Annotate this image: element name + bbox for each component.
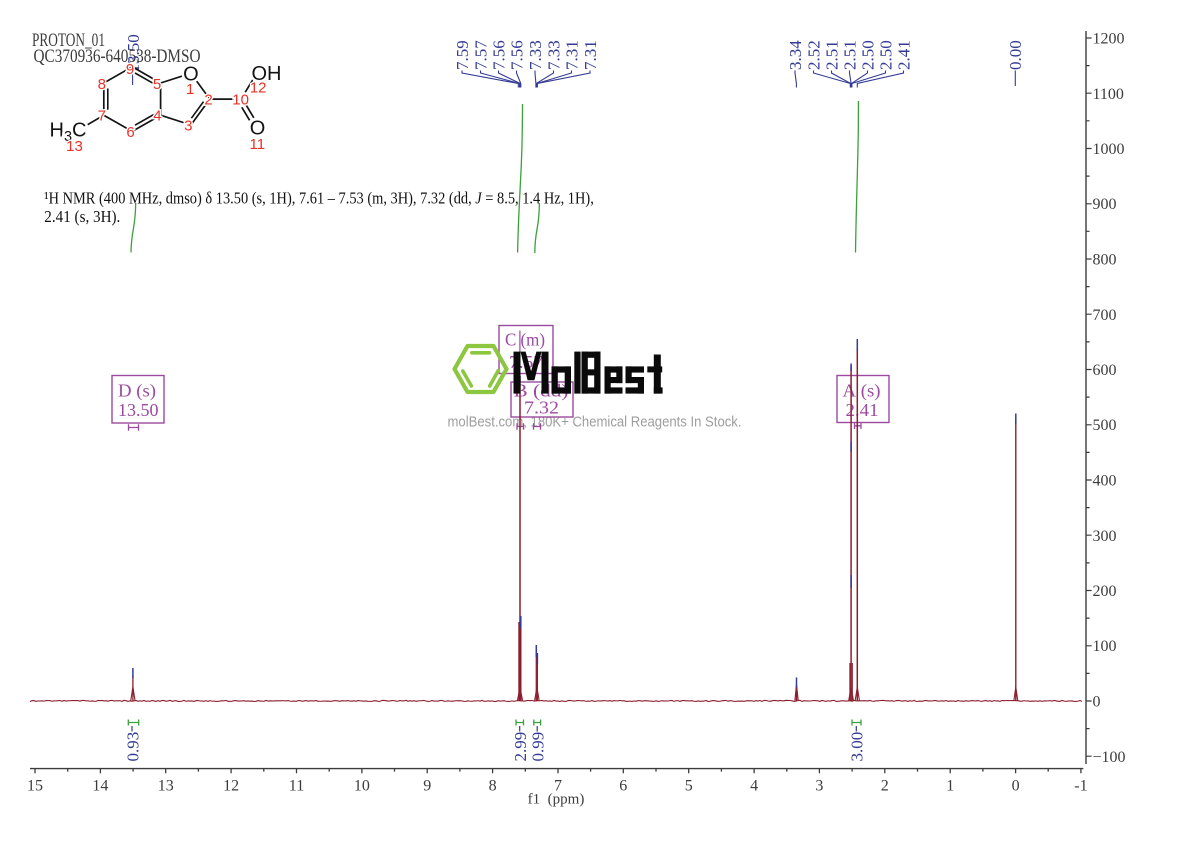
svg-text:2.41 (s, 3H).: 2.41 (s, 3H).	[44, 207, 120, 226]
svg-text:9: 9	[126, 61, 134, 78]
svg-text:1200: 1200	[1093, 31, 1125, 48]
svg-text:2.51: 2.51	[841, 40, 860, 70]
svg-text:7.33: 7.33	[526, 40, 545, 70]
svg-text:2.41: 2.41	[895, 40, 914, 70]
svg-text:3.34: 3.34	[786, 40, 805, 70]
svg-text:11: 11	[250, 136, 266, 153]
svg-text:200: 200	[1093, 583, 1117, 600]
svg-text:7: 7	[98, 108, 106, 125]
svg-text:1100: 1100	[1093, 86, 1124, 103]
svg-text:8: 8	[489, 778, 497, 795]
svg-text:12: 12	[250, 80, 267, 97]
svg-text:f1 (ppm): f1 (ppm)	[528, 792, 585, 808]
svg-text:10: 10	[232, 91, 249, 108]
svg-text:13.50: 13.50	[124, 34, 143, 72]
svg-text:2: 2	[204, 92, 212, 109]
svg-text:C (m): C (m)	[505, 330, 545, 351]
svg-text:2.41: 2.41	[846, 400, 879, 420]
svg-text:0: 0	[1012, 778, 1020, 795]
svg-text:600: 600	[1093, 362, 1117, 379]
svg-text:7.31: 7.31	[563, 40, 582, 70]
svg-text:2.99: 2.99	[511, 732, 530, 762]
svg-text:300: 300	[1093, 528, 1117, 545]
svg-text:5: 5	[153, 76, 161, 93]
svg-text:¹H NMR (400 MHz, dmso) δ 13.50: ¹H NMR (400 MHz, dmso) δ 13.50 (s, 1H), …	[44, 189, 594, 208]
svg-text:14: 14	[92, 778, 108, 795]
svg-text:7.33: 7.33	[545, 40, 564, 70]
svg-text:2.52: 2.52	[805, 40, 824, 70]
svg-text:0.00: 0.00	[1006, 40, 1025, 70]
svg-text:4: 4	[153, 107, 161, 124]
svg-text:7.32: 7.32	[524, 398, 559, 418]
svg-text:7: 7	[554, 778, 562, 795]
svg-text:O: O	[183, 63, 199, 85]
svg-text:3: 3	[815, 778, 823, 795]
svg-text:PROTON_01: PROTON_01	[32, 30, 105, 51]
svg-text:molBest.com, 180K+ Chemical Re: molBest.com, 180K+ Chemical Reagents In …	[448, 414, 742, 431]
svg-text:7.57: 7.57	[472, 40, 491, 70]
svg-text:3.00: 3.00	[848, 732, 867, 762]
svg-text:-1: -1	[1074, 778, 1087, 795]
svg-text:3: 3	[184, 118, 192, 135]
svg-text:6: 6	[619, 778, 627, 795]
svg-text:8: 8	[98, 76, 106, 93]
svg-text:2.50: 2.50	[859, 40, 878, 70]
svg-text:7.31: 7.31	[581, 40, 600, 70]
svg-text:500: 500	[1093, 417, 1117, 434]
svg-text:7.59: 7.59	[453, 40, 472, 70]
svg-text:5: 5	[685, 778, 693, 795]
svg-text:11: 11	[289, 778, 304, 795]
svg-text:1000: 1000	[1093, 141, 1125, 158]
svg-text:O: O	[250, 118, 266, 140]
svg-text:1: 1	[946, 778, 954, 795]
svg-text:0.93: 0.93	[123, 732, 142, 762]
svg-text:7.56: 7.56	[508, 40, 527, 70]
svg-text:800: 800	[1093, 252, 1117, 269]
svg-text:700: 700	[1093, 307, 1117, 324]
svg-text:13: 13	[158, 778, 174, 795]
svg-text:2: 2	[881, 778, 889, 795]
svg-text:0: 0	[1093, 694, 1101, 711]
svg-text:6: 6	[126, 124, 134, 141]
svg-text:4: 4	[750, 778, 758, 795]
svg-text:A (s): A (s)	[843, 381, 881, 402]
svg-text:2.51: 2.51	[823, 40, 842, 70]
svg-text:QC370936-640538-DMSO: QC370936-640538-DMSO	[34, 46, 201, 67]
svg-text:13.50: 13.50	[118, 400, 159, 420]
svg-text:−100: −100	[1093, 749, 1126, 766]
svg-text:D (s): D (s)	[118, 381, 156, 402]
svg-text:13: 13	[66, 138, 83, 155]
svg-text:9: 9	[423, 778, 431, 795]
svg-text:2.50: 2.50	[877, 40, 896, 70]
svg-text:1: 1	[186, 81, 194, 98]
svg-text:10: 10	[354, 778, 370, 795]
svg-text:15: 15	[27, 778, 43, 795]
svg-text:100: 100	[1093, 638, 1117, 655]
svg-text:0.99: 0.99	[529, 732, 548, 762]
svg-text:7.56: 7.56	[490, 40, 509, 70]
svg-text:OH: OH	[252, 63, 282, 85]
svg-text:400: 400	[1093, 473, 1117, 490]
svg-text:12: 12	[223, 778, 239, 795]
svg-text:900: 900	[1093, 196, 1117, 213]
